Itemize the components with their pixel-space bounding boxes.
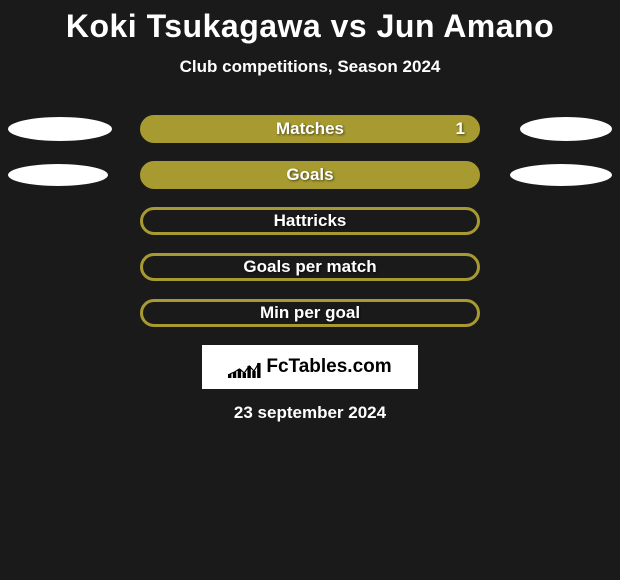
stat-bar: Min per goal <box>140 299 480 327</box>
right-ellipse <box>510 164 612 186</box>
logo-box: FcTables.com <box>202 345 418 389</box>
subtitle: Club competitions, Season 2024 <box>180 57 441 77</box>
comparison-widget: Koki Tsukagawa vs Jun Amano Club competi… <box>0 0 620 423</box>
right-ellipse <box>520 117 612 141</box>
stat-label: Goals <box>286 165 333 185</box>
stat-row: Min per goal <box>0 299 620 327</box>
stat-row: Goals per match <box>0 253 620 281</box>
logo-inner: FcTables.com <box>228 356 391 378</box>
stat-bar: Goals <box>140 161 480 189</box>
stat-value-right: 1 <box>456 119 465 139</box>
stat-row: Matches 1 <box>0 115 620 143</box>
stat-bar: Goals per match <box>140 253 480 281</box>
date-label: 23 september 2024 <box>234 403 386 423</box>
left-ellipse <box>8 164 108 186</box>
stat-label: Goals per match <box>243 257 376 277</box>
stat-label: Hattricks <box>274 211 347 231</box>
logo-text: FcTables.com <box>266 356 391 378</box>
logo-chart-icon <box>228 356 262 378</box>
stat-label: Min per goal <box>260 303 360 323</box>
stat-row: Goals <box>0 161 620 189</box>
page-title: Koki Tsukagawa vs Jun Amano <box>66 8 554 45</box>
stat-bar: Matches 1 <box>140 115 480 143</box>
stat-label: Matches <box>276 119 344 139</box>
left-ellipse <box>8 117 112 141</box>
stat-rows: Matches 1 Goals Hattricks Goals per match Min… <box>0 115 620 327</box>
stat-bar: Hattricks <box>140 207 480 235</box>
stat-row: Hattricks <box>0 207 620 235</box>
